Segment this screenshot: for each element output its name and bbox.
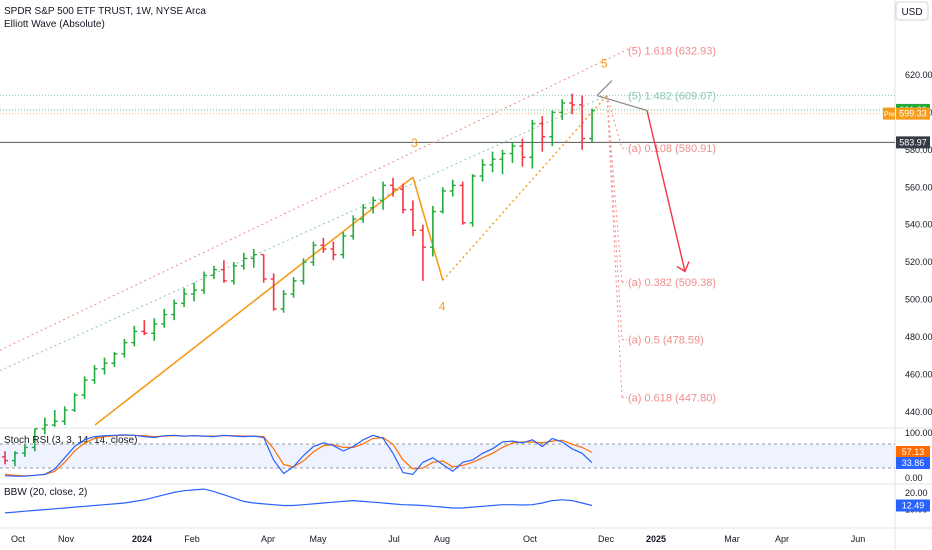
elliott-wave: 3 4 5 — [94, 56, 648, 426]
stoch-rsi-label: Stoch RSI (3, 3, 14, 14, close) — [4, 435, 137, 446]
bbw-series-line — [4, 488, 593, 514]
currency-label: USD — [901, 7, 922, 18]
time-tick-label: Oct — [11, 534, 26, 544]
stoch-k-line — [4, 434, 593, 477]
bbw-label: BBW (20, close, 2) — [4, 487, 87, 498]
wave-label-3: 3 — [411, 136, 418, 150]
wave-line-down — [412, 176, 444, 281]
projection-arrow — [646, 110, 686, 272]
stoch-tick-label: 100.00 — [905, 428, 932, 438]
price-tick-label: 520.00 — [905, 257, 932, 267]
stoch-d-badge: 57.13 — [902, 447, 925, 457]
projection-arrow-head — [676, 261, 690, 273]
level-price-badge: 583.97 — [899, 137, 927, 147]
time-tick-label: Feb — [184, 534, 200, 544]
fib-label-4: (a) 0.5 (478.59) — [628, 335, 704, 347]
ohlc-bars — [2, 93, 596, 467]
time-tick-label: Mar — [724, 534, 740, 544]
time-tick-label: Jul — [388, 534, 400, 544]
fib-label-5: (a) 0.618 (447.80) — [628, 392, 716, 404]
time-axis[interactable]: Oct Nov 2024 Feb Apr May Jul Aug Oct Dec 2025 Mar Ap… — [11, 534, 865, 544]
price-lines — [0, 94, 895, 143]
fib-label-0: (5) 1.618 (632.93) — [628, 46, 716, 58]
wave-label-5: 5 — [601, 56, 608, 70]
fib-projection-line — [606, 95, 623, 398]
wave-5-marker — [596, 80, 648, 112]
time-tick-label: Oct — [523, 534, 538, 544]
price-tick-label: 480.00 — [905, 332, 932, 342]
time-tick-label: Nov — [58, 534, 75, 544]
stoch-d-badge-bg — [896, 446, 930, 458]
wave-line-projection — [442, 94, 608, 281]
price-tick-label: 440.00 — [905, 407, 932, 417]
level-price-badge-bg — [896, 136, 930, 149]
bbw-value-badge-bg — [896, 499, 930, 512]
stoch-k-badge: 33.86 — [902, 458, 925, 468]
price-tick-label: 560.00 — [905, 182, 932, 192]
time-tick-label: Apr — [775, 534, 789, 544]
fib-label-3: (a) 0.382 (509.38) — [628, 277, 716, 289]
time-tick-label: Apr — [261, 534, 275, 544]
pre-market-badge-prefix: Pre — [884, 112, 895, 119]
price-tick-label: 620.00 — [905, 70, 932, 80]
channel-line-upper — [0, 48, 630, 351]
price-axis[interactable]: 620.00600.00580.00560.00540.00520.00500.… — [905, 70, 932, 417]
time-tick-label: 2025 — [646, 534, 666, 544]
pre-market-badge: 599.33 — [899, 109, 927, 119]
time-tick-label: Jun — [851, 534, 866, 544]
price-tick-label: 580.00 — [905, 145, 932, 155]
currency-button[interactable] — [895, 1, 929, 21]
wave-label-4: 4 — [439, 299, 446, 313]
bbw-value-badge: 12.49 — [902, 501, 925, 511]
time-tick-label: May — [309, 534, 327, 544]
price-tick-label: 540.00 — [905, 220, 932, 230]
time-tick-label: Dec — [598, 534, 615, 544]
time-tick-label: 2024 — [132, 534, 152, 544]
pre-market-badge-prefix-bg — [883, 107, 895, 120]
fib-projection-line — [606, 95, 623, 149]
indicator-label: Elliott Wave (Absolute) — [4, 19, 105, 30]
fibonacci-projection: (5) 1.618 (632.93) (5) 1.482 (609.07) (a) … — [0, 46, 716, 404]
pre-market-badge-bg — [896, 107, 930, 120]
fib-label-2: (a) 0.108 (580.91) — [628, 143, 716, 155]
stoch-d-line — [4, 434, 593, 477]
fib-projection-line — [606, 95, 623, 283]
wave-line-up — [94, 176, 414, 426]
time-tick-label: Aug — [434, 534, 450, 544]
channel-line-mid — [0, 94, 608, 372]
stoch-k-badge-bg — [896, 457, 930, 469]
price-tick-label: 500.00 — [905, 295, 932, 305]
bbw-tick-label: 20.00 — [905, 488, 928, 498]
stoch-tick-label: 0.00 — [905, 473, 923, 483]
fib-label-1: (5) 1.482 (609.07) — [628, 90, 716, 102]
stoch-band — [0, 444, 895, 468]
price-tick-label: 460.00 — [905, 369, 932, 379]
chart-title: SPDR S&P 500 ETF TRUST, 1W, NYSE Arca — [4, 6, 206, 17]
